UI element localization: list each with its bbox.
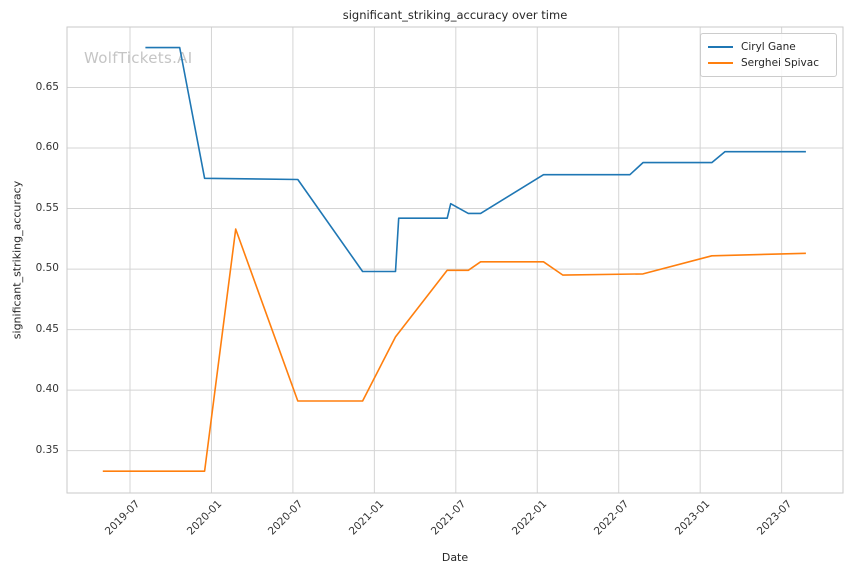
legend-entry: Ciryl Gane <box>708 39 830 55</box>
legend-line-swatch <box>708 62 733 64</box>
series-line-ciryl-gane <box>145 46 806 273</box>
y-tick-label: 0.35 <box>35 443 59 456</box>
plot-border <box>66 26 844 494</box>
chart-title: significant_striking_accuracy over time <box>342 8 568 22</box>
y-tick-label: 0.55 <box>35 201 59 214</box>
legend-entry: Serghei Spivac <box>708 55 830 71</box>
y-tick-label: 0.65 <box>35 80 59 93</box>
watermark: WolfTickets.AI <box>84 49 193 67</box>
y-tick-label: 0.40 <box>35 383 59 396</box>
series-line-serghei-spivac <box>102 228 806 473</box>
y-tick-label: 0.60 <box>35 141 59 154</box>
legend-label: Serghei Spivac <box>741 57 819 69</box>
legend-label: Ciryl Gane <box>741 41 796 53</box>
y-tick-label: 0.50 <box>35 262 59 275</box>
legend: Ciryl Gane Serghei Spivac <box>700 33 837 77</box>
y-tick-label: 0.45 <box>35 322 59 335</box>
x-axis-label: Date <box>441 551 469 564</box>
legend-line-swatch <box>708 46 733 48</box>
